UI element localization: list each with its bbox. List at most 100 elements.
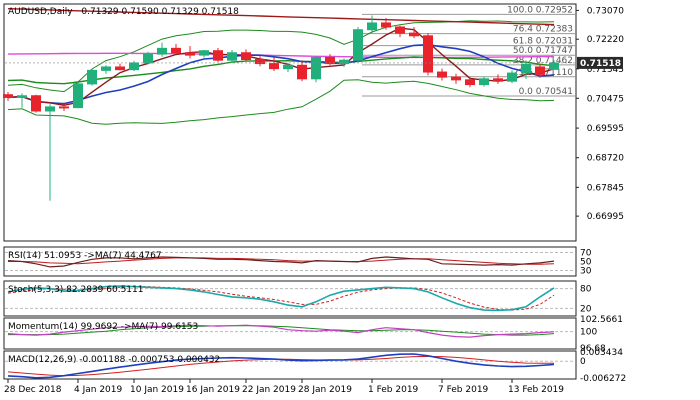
time-tick-label: 28 Jan 2019 xyxy=(298,385,352,395)
candle-body xyxy=(199,50,209,56)
time-axis: 28 Dec 2018 4 Jan 2019 10 Jan 2019 16 Jan 2… xyxy=(4,379,564,395)
momentum-axis-label: 102.5661 xyxy=(580,315,623,325)
momentum-title: Momentum(14) 99.9692 ->MA(7) 99.6153 xyxy=(8,322,198,332)
candle-body xyxy=(101,66,111,71)
candle-body xyxy=(353,29,363,61)
rsi-axis-label: 30 xyxy=(580,267,592,277)
candle-body xyxy=(157,47,167,55)
candle-body xyxy=(17,95,27,98)
candle-body xyxy=(171,47,181,54)
candle-body xyxy=(241,52,251,61)
stoch-axis-label: 20 xyxy=(580,304,592,314)
candle-body xyxy=(59,106,69,109)
rsi-title: RSI(14) 51.0953 ->MA(7) 44.4767 xyxy=(8,251,162,261)
macd-axis-label: 0 xyxy=(580,357,586,367)
time-tick-label: 7 Feb 2019 xyxy=(438,385,489,395)
candle-body xyxy=(507,72,517,82)
momentum-axis-label: 96.68 xyxy=(580,344,606,354)
price-tick-label: 0.67845 xyxy=(587,183,624,193)
momentum-ma-line xyxy=(8,325,555,336)
time-tick-label: 10 Jan 2019 xyxy=(130,385,184,395)
candle-body xyxy=(339,59,349,65)
candle-body xyxy=(31,95,41,112)
time-tick-label: 16 Jan 2019 xyxy=(186,385,240,395)
price-tick-label: 0.68720 xyxy=(587,154,624,164)
candle-body xyxy=(255,59,265,65)
momentum-line xyxy=(7,324,555,338)
fib-label: 38.2 0.71462 xyxy=(513,56,573,66)
candle-body xyxy=(185,52,195,56)
fib-label: 61.8 0.72031 xyxy=(513,37,573,47)
fib-label: 100.0 0.72952 xyxy=(507,5,573,15)
fib-label: 0.0 0.70541 xyxy=(519,87,573,97)
fib-label: 76.4 0.72383 xyxy=(513,25,573,35)
current-price-label: 0.71518 xyxy=(580,59,621,69)
time-tick-label: 13 Feb 2019 xyxy=(508,385,564,395)
candle-body xyxy=(325,56,335,65)
candle-body xyxy=(297,64,307,80)
main-plot: 100.0 0.72952 76.4 0.72383 61.8 0.7203150.… xyxy=(3,5,575,201)
ma-long-line xyxy=(7,8,555,26)
candle-body xyxy=(395,26,405,34)
current-price-box xyxy=(577,56,623,69)
candle-body xyxy=(87,69,97,85)
candle-body xyxy=(409,32,419,37)
rsi-ma-line xyxy=(8,257,555,265)
candle-body xyxy=(143,53,153,64)
candle-body xyxy=(269,63,279,70)
symbol-label: AUDUSD,Daily xyxy=(8,7,73,17)
candle-body xyxy=(465,79,475,86)
candle-body xyxy=(479,78,489,86)
candle-body xyxy=(381,22,391,28)
candle-body xyxy=(437,71,447,78)
price-tick-label: 0.66995 xyxy=(587,212,624,222)
time-tick-label: 1 Feb 2019 xyxy=(368,385,419,395)
price-axis: 0.73070 0.72220 0.71345 0.70475 0.69595 0.687… xyxy=(576,6,624,222)
bollinger-lower-line xyxy=(7,79,555,125)
candle-body xyxy=(367,22,377,31)
ma-blue-line xyxy=(7,43,555,105)
price-tick-label: 0.70475 xyxy=(587,94,624,104)
candle-body xyxy=(521,63,531,74)
stoch-title: Stoch(5,3,3) 82.2839 60.5111 xyxy=(8,285,143,295)
macd-axis-label: 0.003434 xyxy=(580,348,623,358)
candle-body xyxy=(227,52,237,61)
momentum-axis-label: 100 xyxy=(580,328,597,338)
candle-body xyxy=(535,66,545,75)
candle-body xyxy=(3,94,13,98)
stoch-axis-label: 80 xyxy=(580,285,592,295)
macd-title: MACD(12,26,9) -0.001188 -0.000753 0.0004… xyxy=(8,355,220,365)
time-tick-label: 28 Dec 2018 xyxy=(4,385,62,395)
chart-title: AUDUSD,Daily 0.71329 0.71590 0.71329 0.7… xyxy=(8,7,239,17)
candle-body xyxy=(115,66,125,71)
main-panel-frame xyxy=(3,3,577,242)
candle-body xyxy=(423,35,433,73)
macd-axis-label: -0.006272 xyxy=(580,374,626,384)
candle-body xyxy=(493,78,503,82)
candle-body xyxy=(129,62,139,71)
rsi-axis-label: 50 xyxy=(580,258,592,268)
candle-body xyxy=(213,50,223,61)
candle-body xyxy=(45,106,55,112)
candle-body xyxy=(283,64,293,70)
ma-magenta-line xyxy=(7,52,555,59)
price-tick-label: 0.71345 xyxy=(587,65,624,75)
macd-main-line xyxy=(7,353,555,379)
time-tick-label: 22 Jan 2019 xyxy=(242,385,296,395)
rsi-axis-label: 70 xyxy=(580,249,592,259)
ohlc-header: 0.71329 0.71590 0.71329 0.71518 xyxy=(81,7,239,17)
time-tick-label: 4 Jan 2019 xyxy=(74,385,122,395)
fib-label: 50.0 0.71747 xyxy=(513,46,573,56)
stoch-d-line xyxy=(7,286,555,311)
candle-body xyxy=(549,62,559,70)
stoch-k-line xyxy=(7,285,555,312)
indicator-plots xyxy=(5,252,575,379)
candle-body xyxy=(73,83,83,109)
candle-body xyxy=(451,76,461,81)
ma-green-line xyxy=(7,56,555,85)
price-tick-label: 0.69595 xyxy=(587,124,624,134)
price-tick-label: 0.72220 xyxy=(587,35,624,45)
